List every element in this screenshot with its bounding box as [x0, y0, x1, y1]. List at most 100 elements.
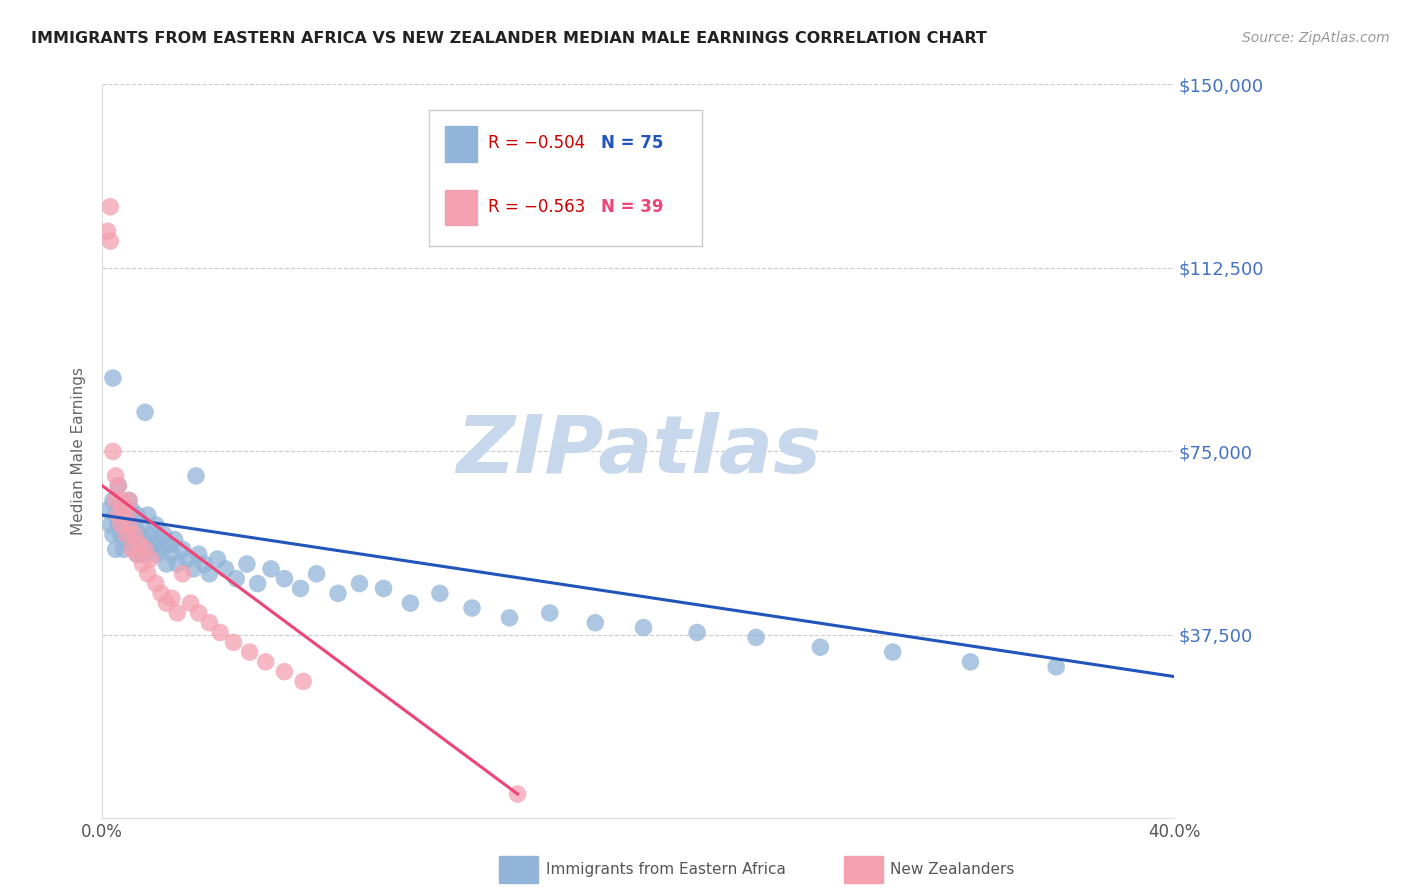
- Point: [373, 582, 395, 596]
- Point: [112, 542, 135, 557]
- Point: [959, 655, 981, 669]
- Point: [292, 674, 315, 689]
- Point: [273, 572, 295, 586]
- Point: [686, 625, 709, 640]
- Point: [97, 503, 120, 517]
- Point: [128, 537, 150, 551]
- Point: [222, 635, 245, 649]
- Point: [118, 533, 141, 547]
- Point: [273, 665, 295, 679]
- Point: [166, 557, 188, 571]
- Point: [157, 537, 180, 551]
- Point: [246, 576, 269, 591]
- Point: [97, 224, 120, 238]
- Point: [163, 533, 186, 547]
- Point: [633, 621, 655, 635]
- Point: [172, 542, 194, 557]
- Point: [239, 645, 262, 659]
- Text: Source: ZipAtlas.com: Source: ZipAtlas.com: [1241, 31, 1389, 45]
- Point: [101, 371, 124, 385]
- Point: [131, 557, 153, 571]
- Point: [98, 517, 121, 532]
- Point: [150, 586, 173, 600]
- Text: ZIPatlas: ZIPatlas: [456, 412, 821, 491]
- Point: [125, 547, 148, 561]
- Point: [181, 562, 204, 576]
- Point: [131, 517, 153, 532]
- Point: [124, 527, 146, 541]
- Point: [583, 615, 606, 630]
- Point: [136, 542, 159, 557]
- Point: [101, 527, 124, 541]
- Text: N = 75: N = 75: [600, 134, 664, 153]
- Point: [145, 517, 167, 532]
- Point: [187, 547, 209, 561]
- Point: [180, 596, 202, 610]
- Point: [110, 527, 132, 541]
- Point: [118, 517, 141, 532]
- Point: [177, 552, 200, 566]
- Point: [128, 537, 150, 551]
- Point: [139, 527, 162, 541]
- Point: [166, 606, 188, 620]
- Point: [290, 582, 312, 596]
- Point: [155, 596, 177, 610]
- Point: [104, 542, 127, 557]
- Point: [808, 640, 831, 655]
- Point: [98, 234, 121, 248]
- Point: [115, 508, 138, 522]
- Point: [118, 493, 141, 508]
- Point: [198, 615, 221, 630]
- Text: New Zealanders: New Zealanders: [890, 863, 1014, 877]
- Point: [184, 469, 207, 483]
- Point: [882, 645, 904, 659]
- Y-axis label: Median Male Earnings: Median Male Earnings: [72, 368, 86, 535]
- Text: Immigrants from Eastern Africa: Immigrants from Eastern Africa: [546, 863, 786, 877]
- Point: [134, 533, 156, 547]
- Point: [131, 547, 153, 561]
- Point: [1045, 659, 1067, 673]
- Point: [349, 576, 371, 591]
- FancyBboxPatch shape: [429, 110, 703, 246]
- Point: [115, 517, 138, 532]
- Point: [107, 479, 129, 493]
- Point: [187, 606, 209, 620]
- Point: [148, 533, 170, 547]
- Point: [150, 542, 173, 557]
- Point: [236, 557, 259, 571]
- Point: [172, 566, 194, 581]
- Point: [139, 552, 162, 566]
- Point: [209, 625, 232, 640]
- Point: [225, 572, 247, 586]
- Point: [107, 508, 129, 522]
- Point: [326, 586, 349, 600]
- Point: [125, 508, 148, 522]
- Point: [110, 498, 132, 512]
- Point: [104, 508, 127, 522]
- Point: [98, 200, 121, 214]
- Point: [207, 552, 229, 566]
- Point: [145, 576, 167, 591]
- Point: [112, 508, 135, 522]
- Point: [110, 493, 132, 508]
- Point: [124, 527, 146, 541]
- Point: [142, 537, 165, 551]
- Point: [101, 444, 124, 458]
- Point: [101, 493, 124, 508]
- Point: [145, 547, 167, 561]
- Point: [110, 517, 132, 532]
- Point: [121, 542, 143, 557]
- Point: [121, 537, 143, 551]
- Point: [461, 601, 484, 615]
- Point: [134, 542, 156, 557]
- Point: [134, 405, 156, 419]
- Point: [104, 493, 127, 508]
- Point: [136, 566, 159, 581]
- Point: [160, 591, 183, 606]
- Point: [429, 586, 451, 600]
- Point: [260, 562, 283, 576]
- Point: [214, 562, 236, 576]
- Point: [104, 469, 127, 483]
- Point: [115, 527, 138, 541]
- Text: R = −0.504: R = −0.504: [488, 134, 585, 153]
